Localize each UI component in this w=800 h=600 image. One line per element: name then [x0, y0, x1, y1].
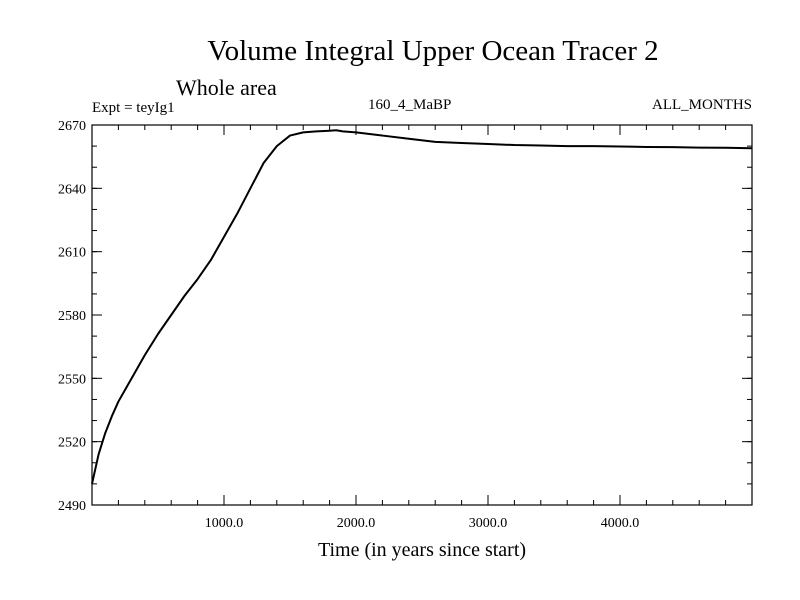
chart-subtitle: Whole area	[176, 75, 277, 100]
x-tick-label: 2000.0	[337, 516, 376, 531]
y-tick-label: 2550	[58, 372, 86, 387]
header-center: 160_4_MaBP	[368, 97, 451, 113]
y-tick-label: 2640	[58, 182, 86, 197]
header-left: Expt = teyIg1	[92, 100, 175, 116]
x-tick-label: 3000.0	[469, 516, 508, 531]
y-tick-label: 2580	[58, 309, 86, 324]
x-tick-label: 1000.0	[205, 516, 244, 531]
axis-tick-labels: 1000.0 2000.0 3000.0 4000.0 2490 2520 2550 2580…	[58, 119, 639, 531]
y-tick-label: 2520	[58, 436, 86, 451]
y-tick-label: 2610	[58, 246, 86, 261]
axis-ticks	[92, 124, 752, 506]
plot-frame	[91, 124, 753, 506]
header-right: ALL_MONTHS	[652, 97, 752, 113]
y-tick-label: 2670	[58, 119, 86, 134]
series-line	[91, 129, 753, 485]
chart-title: Volume Integral Upper Ocean Tracer 2	[207, 35, 658, 67]
x-tick-label: 4000.0	[601, 516, 640, 531]
x-axis-label: Time (in years since start)	[318, 539, 526, 561]
y-tick-label: 2490	[58, 499, 86, 514]
